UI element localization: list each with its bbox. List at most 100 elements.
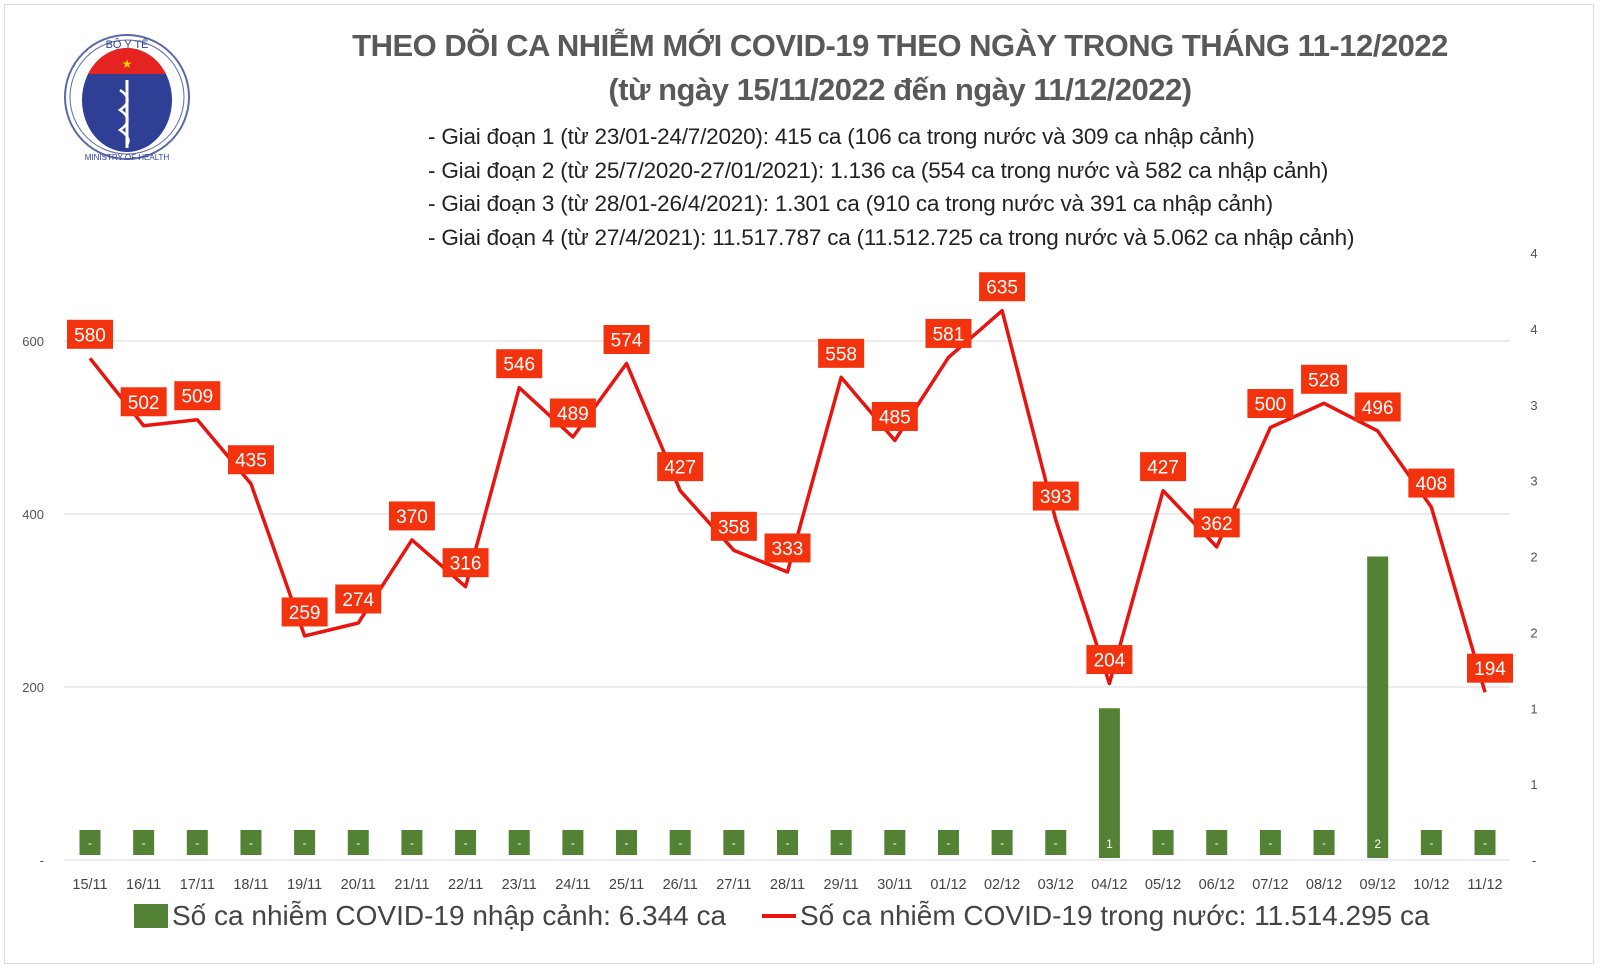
bar-zero-marker: [1045, 830, 1067, 855]
data-label-box: [174, 381, 221, 411]
bar-zero-marker: [991, 830, 1013, 855]
data-label-box: [1193, 508, 1240, 538]
line-series: [88, 308, 1487, 693]
x-axis-tick-label: 20/11: [341, 877, 376, 893]
bar-zero-marker: [294, 830, 316, 855]
right-axis-tick-label: 1: [1530, 777, 1537, 792]
x-axis-tick-label: 23/11: [502, 877, 537, 893]
bar-zero-marker: [1313, 830, 1335, 855]
line-data-label: 316: [450, 554, 482, 575]
x-axis-tick-label: 01/12: [930, 877, 966, 893]
data-label-box: [120, 387, 167, 417]
right-axis-tick-label: 4: [1530, 246, 1537, 261]
x-axis-tick-label: 07/12: [1252, 877, 1288, 893]
left-axis-tick-label: 400: [22, 507, 44, 522]
bar-value-label: -: [88, 836, 92, 850]
bar-zero-marker: [1474, 830, 1496, 855]
svg-text:MINISTRY OF HEALTH: MINISTRY OF HEALTH: [85, 153, 170, 162]
x-axis-tick-label: 16/11: [126, 877, 161, 893]
legend-bar-swatch: [134, 904, 168, 928]
x-axis-tick-label: 29/11: [824, 877, 859, 893]
bar-zero-marker: [347, 830, 369, 855]
stage-1: - Giai đoạn 1 (từ 23/01-24/7/2020): 415 …: [428, 124, 1255, 149]
right-axis-tick-label: 1: [1530, 701, 1537, 716]
bar-value-label: -: [195, 836, 199, 850]
bar-value-label: -: [1483, 836, 1487, 850]
data-label-box: [281, 597, 328, 627]
data-label-box: [979, 272, 1026, 302]
bar-value-label: -: [1322, 836, 1326, 850]
x-axis-tick-label: 10/12: [1413, 877, 1449, 893]
bar-zero-marker: [723, 830, 745, 855]
right-axis-tick-label: 3: [1530, 398, 1537, 413]
bar-value-label: 2: [1374, 837, 1381, 851]
x-axis-tick-label: 08/12: [1306, 877, 1342, 893]
bar-zero-marker: [616, 830, 638, 855]
data-label-box: [1301, 364, 1348, 394]
line-data-label: 259: [289, 603, 321, 624]
bar-value-label: -: [249, 836, 253, 850]
line-data-label: 528: [1308, 370, 1340, 391]
legend-line-swatch: [762, 914, 796, 918]
x-axis-tick-label: 05/12: [1145, 877, 1181, 893]
line-data-label: 393: [1040, 487, 1072, 508]
bar-zero-marker: [669, 830, 691, 855]
bar-value-label: -: [1000, 836, 1004, 850]
line-data-label: 358: [718, 517, 750, 538]
legend-line-label: Số ca nhiễm COVID-19 trong nước: 11.514.…: [800, 900, 1430, 931]
bar-value-label: -: [732, 836, 736, 850]
line-data-label: 546: [503, 355, 535, 376]
x-axis-tick-label: 17/11: [180, 877, 215, 893]
data-label-box: [1467, 653, 1513, 683]
bar-value-label: -: [786, 836, 790, 850]
line-data-label: 580: [74, 325, 106, 346]
line-data-label: 362: [1201, 514, 1233, 535]
data-label-box: [388, 501, 435, 531]
bar-zero-marker: [79, 830, 101, 855]
data-label-box: [496, 349, 543, 379]
bar-zero-marker: [240, 830, 262, 855]
bar-value-label: -: [946, 836, 950, 850]
bar-value-label: -: [410, 836, 414, 850]
data-label-box: [1408, 468, 1455, 498]
line-data-label: 370: [396, 507, 428, 528]
x-axis-tick-label: 04/12: [1091, 877, 1127, 893]
x-axis-tick-label: 28/11: [770, 877, 805, 893]
line-data-label: 574: [611, 330, 643, 351]
data-label-box: [67, 319, 113, 349]
bar-zero-marker: [1152, 830, 1174, 855]
bar-value-label: -: [1054, 836, 1058, 850]
bar-zero-marker: [562, 830, 584, 855]
line-data-label: 427: [1147, 458, 1179, 479]
bar-value-label: -: [517, 836, 521, 850]
stage-3: - Giai đoạn 3 (từ 28/01-26/4/2021): 1.30…: [428, 191, 1273, 216]
line-data-label: 274: [342, 590, 374, 611]
bar-zero-marker: [777, 830, 798, 855]
data-label-box: [1032, 481, 1079, 511]
stage-2: - Giai đoạn 2 (từ 25/7/2020-27/01/2021):…: [428, 157, 1329, 183]
line-data-label: 509: [181, 387, 213, 408]
data-label-box: [871, 401, 918, 431]
x-axis-tick-label: 02/12: [984, 877, 1020, 893]
data-label-box: [442, 548, 489, 578]
right-axis-tick-label: 2: [1530, 550, 1537, 565]
chart-subtitle: (từ ngày 15/11/2022 đến ngày 11/12/2022): [608, 72, 1192, 107]
line-data-label: 489: [557, 404, 589, 425]
x-axis-tick-label: 22/11: [448, 877, 483, 893]
bar-zero-marker: [508, 830, 530, 855]
data-label-box: [335, 584, 382, 614]
x-axis-tick-label: 03/12: [1038, 877, 1074, 893]
x-axis-tick-label: 06/12: [1199, 877, 1235, 893]
right-axis-tick-label: 3: [1530, 474, 1537, 489]
x-axis-tick-label: 09/12: [1360, 877, 1396, 893]
bar-value-label: -: [571, 836, 575, 850]
bar-zero-marker: [133, 830, 155, 855]
left-axis-tick-label: -: [40, 853, 44, 868]
bar-value-label: -: [142, 836, 146, 850]
line-data-label: 581: [933, 324, 965, 345]
bar-value-label: -: [678, 836, 682, 850]
line-data-label: 435: [235, 451, 267, 472]
data-label-box: [925, 318, 972, 348]
stage-summary: - Giai đoạn 1 (từ 23/01-24/7/2020): 415 …: [428, 120, 1354, 254]
legend-bar-label: Số ca nhiễm COVID-19 nhập cảnh: 6.344 ca: [172, 900, 727, 931]
